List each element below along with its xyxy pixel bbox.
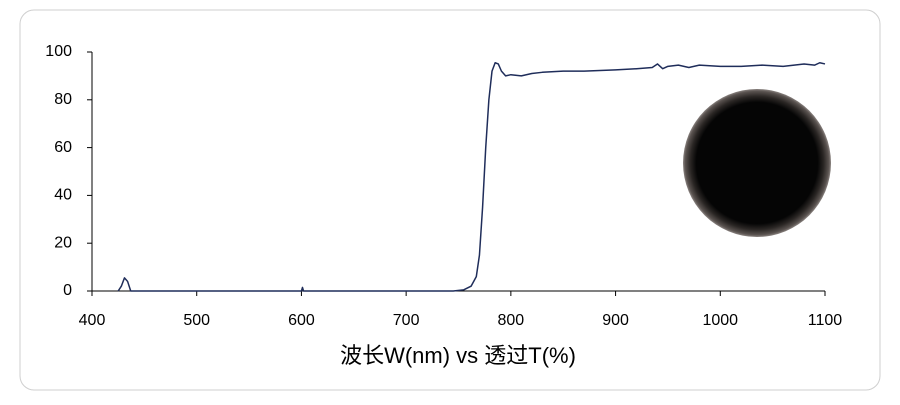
- filter-photo: [683, 89, 831, 237]
- x-axis-title: 波长W(nm) vs 透过T(%): [340, 343, 576, 368]
- y-tick-label: 60: [54, 139, 72, 156]
- x-tick-label: 800: [498, 312, 525, 329]
- y-tick-label: 20: [54, 234, 72, 251]
- y-tick-label: 80: [54, 91, 72, 108]
- x-tick-label: 1100: [808, 312, 843, 329]
- x-tick-label: 900: [602, 312, 629, 329]
- y-tick-label: 100: [45, 43, 72, 60]
- y-tick-label: 0: [63, 282, 72, 299]
- x-tick-label: 1000: [702, 312, 738, 329]
- transmission-line: [117, 62, 826, 292]
- x-tick-label: 600: [288, 312, 315, 329]
- x-tick-label: 400: [79, 312, 106, 329]
- card: [19, 9, 881, 391]
- x-tick-label: 700: [393, 312, 420, 329]
- x-tick-label: 500: [183, 312, 210, 329]
- y-tick-label: 40: [54, 187, 72, 204]
